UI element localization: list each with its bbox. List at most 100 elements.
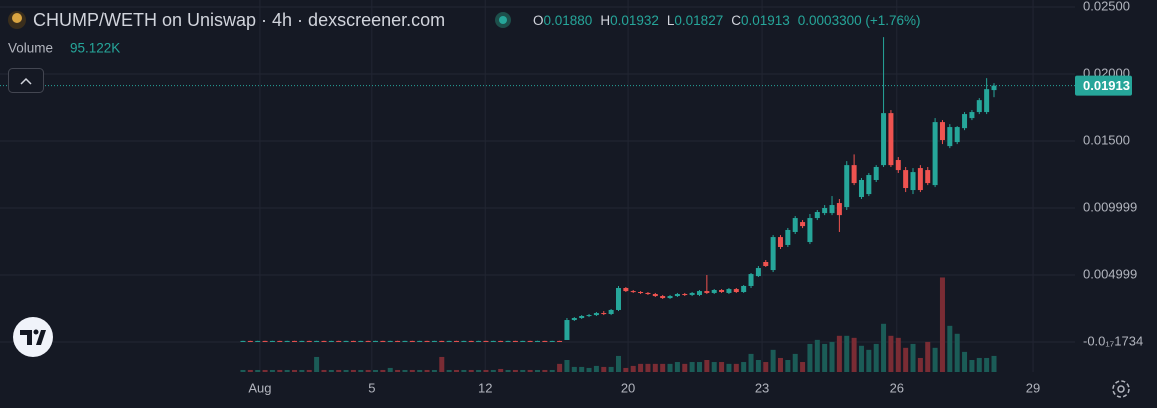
candle-body	[564, 320, 570, 340]
volume-bar	[601, 366, 607, 372]
candle-body	[240, 340, 246, 342]
candle-body	[638, 292, 644, 294]
candle-body	[858, 179, 864, 198]
candle-body	[696, 291, 702, 295]
candle-body	[350, 340, 356, 342]
volume-bar	[645, 363, 651, 372]
candle-body	[593, 313, 599, 316]
candle-body	[328, 340, 334, 342]
volume-bar	[630, 365, 636, 372]
candle-body	[417, 340, 423, 342]
candle-body	[490, 340, 496, 342]
volume-bar	[490, 369, 496, 372]
candle-body	[527, 340, 533, 342]
candle-body	[674, 294, 680, 297]
candle-body	[969, 112, 975, 119]
volume-bar	[682, 363, 688, 372]
volume-bar	[277, 369, 283, 372]
volume-bar	[674, 362, 680, 372]
volume-bar	[417, 369, 423, 372]
candle-layer	[240, 37, 997, 342]
candle-body	[586, 315, 592, 317]
x-tick-label: 20	[621, 380, 635, 395]
candle-body	[424, 340, 430, 342]
x-tick-label: 29	[1026, 380, 1040, 395]
volume-bar	[431, 369, 437, 372]
candle-body	[932, 122, 938, 186]
volume-bar	[638, 363, 644, 372]
candle-body	[800, 222, 806, 227]
candle-body	[976, 100, 982, 113]
x-tick-label: Aug	[248, 380, 271, 395]
status-dot	[499, 16, 507, 24]
candle-body	[468, 340, 474, 342]
candle-body	[380, 340, 386, 342]
volume-bar	[284, 369, 290, 372]
volume-bar	[851, 337, 857, 372]
volume-bar	[247, 369, 253, 372]
ohlc-key: H	[600, 13, 610, 28]
volume-bar	[483, 369, 489, 372]
candle-body	[939, 122, 945, 141]
volume-bar	[763, 362, 769, 372]
last-price-label: 0.01913	[1083, 78, 1130, 93]
y-tick-label: 0.02500	[1083, 0, 1130, 13]
ohlc-value: 0.01827	[674, 13, 723, 28]
volume-bar	[696, 362, 702, 372]
volume-bar	[608, 366, 614, 372]
volume-bar	[321, 369, 327, 372]
change-value: 0.0003300 (+1.76%)	[798, 13, 921, 28]
candle-body	[358, 340, 364, 342]
candle-body	[962, 114, 968, 129]
candle-body	[667, 296, 673, 299]
candle-body	[807, 218, 813, 243]
candle-body	[284, 340, 290, 342]
tv-logo[interactable]	[13, 317, 53, 357]
candle-body	[630, 291, 636, 293]
candle-body	[866, 175, 872, 195]
volume-bar	[269, 369, 275, 372]
volume-bar	[770, 349, 776, 372]
candle-body	[402, 340, 408, 342]
candle-body	[476, 340, 482, 342]
candle-body	[512, 340, 518, 342]
volume-bar	[866, 349, 872, 372]
volume-bar	[873, 343, 879, 372]
volume-bar	[520, 369, 526, 372]
volume-bar	[895, 337, 901, 372]
volume-bar	[557, 363, 563, 372]
candle-body	[395, 340, 401, 342]
candle-body	[299, 340, 305, 342]
volume-bar	[373, 369, 379, 372]
candle-body	[336, 340, 342, 342]
tv-logo-bg	[13, 317, 53, 357]
candle-body	[733, 289, 739, 293]
candle-body	[910, 172, 916, 191]
volume-bar	[314, 356, 320, 372]
collapse-button[interactable]	[8, 68, 44, 93]
volume-bar	[512, 369, 518, 372]
candle-body	[520, 340, 526, 342]
volume-bar	[306, 369, 312, 372]
axis-layer: -0.0₁₇17340.0049990.0099990.015000.02000…	[0, 0, 1143, 395]
volume-bar	[888, 335, 894, 372]
last-price-box	[1075, 75, 1132, 96]
candle-body	[984, 89, 990, 113]
volume-bar	[299, 369, 305, 372]
volume-bar	[476, 369, 482, 372]
volume-bar	[954, 333, 960, 372]
volume-bar	[689, 362, 695, 372]
tv-logo-dot	[33, 329, 39, 335]
candle-body	[704, 291, 710, 293]
volume-bar	[461, 369, 467, 372]
volume-bar	[910, 343, 916, 372]
volume-bar	[255, 369, 261, 372]
candle-body	[682, 294, 688, 296]
candle-body	[365, 340, 371, 342]
settings-button[interactable]	[1112, 380, 1130, 398]
volume-bar	[505, 369, 511, 372]
candle-body	[903, 170, 909, 189]
candle-body	[306, 340, 312, 342]
volume-bar	[328, 369, 334, 372]
candle-body	[881, 113, 887, 166]
